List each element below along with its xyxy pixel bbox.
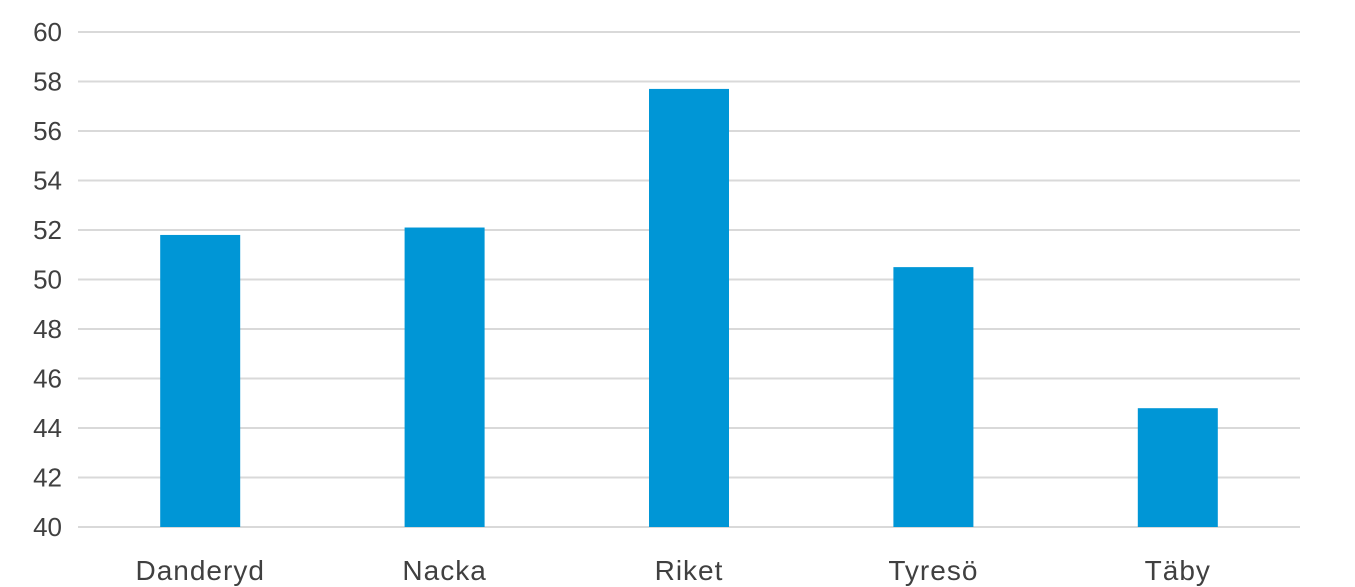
y-tick-label: 56	[33, 116, 62, 146]
bar-täby	[1137, 408, 1218, 527]
bar-tyresö	[893, 267, 974, 527]
x-category-label: Danderyd	[135, 555, 264, 586]
y-tick-label: 46	[33, 364, 62, 394]
x-category-label: Tyresö	[888, 555, 978, 586]
y-tick-label: 42	[33, 463, 62, 493]
y-tick-label: 40	[33, 512, 62, 542]
bars	[160, 88, 1218, 528]
x-axis-category-labels: Danderyd Nacka Riket Tyresö Täby	[135, 555, 1211, 586]
x-category-label: Riket	[655, 555, 724, 586]
y-tick-label: 54	[33, 166, 62, 196]
y-tick-label: 50	[33, 265, 62, 295]
y-tick-label: 48	[33, 314, 62, 344]
y-tick-label: 44	[33, 413, 62, 443]
bar-nacka	[404, 227, 485, 527]
x-category-label: Nacka	[402, 555, 486, 586]
y-tick-label: 60	[33, 17, 62, 47]
x-category-label: Täby	[1145, 555, 1211, 586]
bar-danderyd	[160, 234, 241, 527]
y-tick-label: 58	[33, 67, 62, 97]
y-tick-label: 52	[33, 215, 62, 245]
bar-riket	[649, 88, 729, 528]
y-axis-tick-labels: 40 42 44 46 48 50 52 54 56 58 60	[33, 17, 62, 542]
